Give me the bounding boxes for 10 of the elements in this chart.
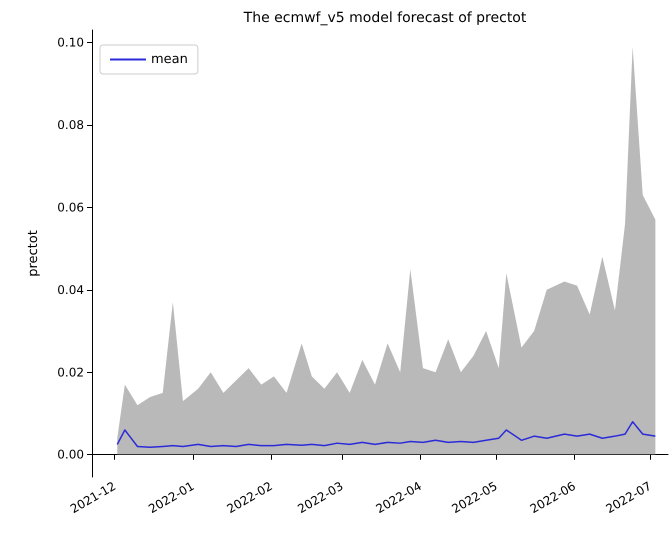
chart-title: The ecmwf_v5 model forecast of prectot	[242, 10, 527, 26]
y-tick-label: 0.08	[57, 118, 84, 132]
y-tick-label: 0.06	[57, 200, 84, 214]
y-tick-label: 0.10	[57, 35, 84, 50]
line-series	[116, 420, 656, 448]
legend-label: mean	[151, 52, 188, 67]
y-tick-label: 0.04	[57, 282, 84, 297]
y-axis-title: prectot	[26, 230, 41, 277]
y-tick-label: 0.00	[57, 448, 84, 462]
y-tick-label: 0.02	[57, 365, 84, 380]
